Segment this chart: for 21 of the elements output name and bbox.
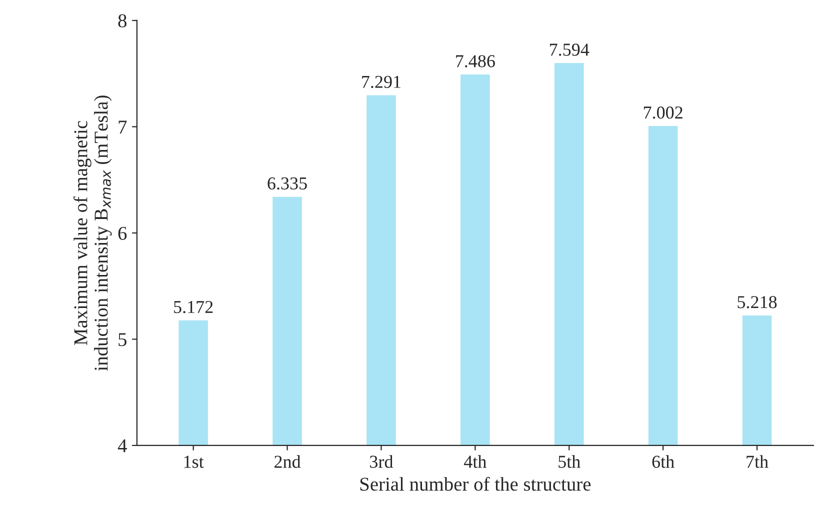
data-label: 7.486 [456, 55, 495, 68]
x-tick-label: 2nd [274, 455, 301, 468]
x-tick-label: 6th [652, 455, 674, 468]
x-tick-label: 1st [184, 456, 204, 468]
data-label: 7.594 [550, 44, 590, 56]
x-tick-label: 5th [558, 455, 580, 468]
data-label: 6.335 [268, 177, 307, 190]
x-tick-label: 7th [746, 455, 768, 468]
y-tick-label: 6 [118, 226, 127, 240]
y-axis-title: Maximum value of magnetic induction intensity B$_{xmax}$ (mTesla) [73, 96, 112, 371]
data-label: 5.218 [738, 296, 777, 308]
y-tick-label: 8 [118, 14, 126, 28]
x-axis-title: Serial number of the structure [360, 476, 591, 491]
x-tick-label: 4th [464, 455, 486, 468]
data-label: 7.291 [362, 76, 400, 88]
y-tick-label: 7 [118, 120, 127, 134]
data-label: 7.002 [644, 106, 682, 119]
y-tick-label: 4 [118, 439, 127, 452]
data-label: 5.172 [174, 300, 213, 314]
x-tick-label: 3rd [370, 455, 394, 468]
y-tick-label: 5 [118, 333, 126, 346]
